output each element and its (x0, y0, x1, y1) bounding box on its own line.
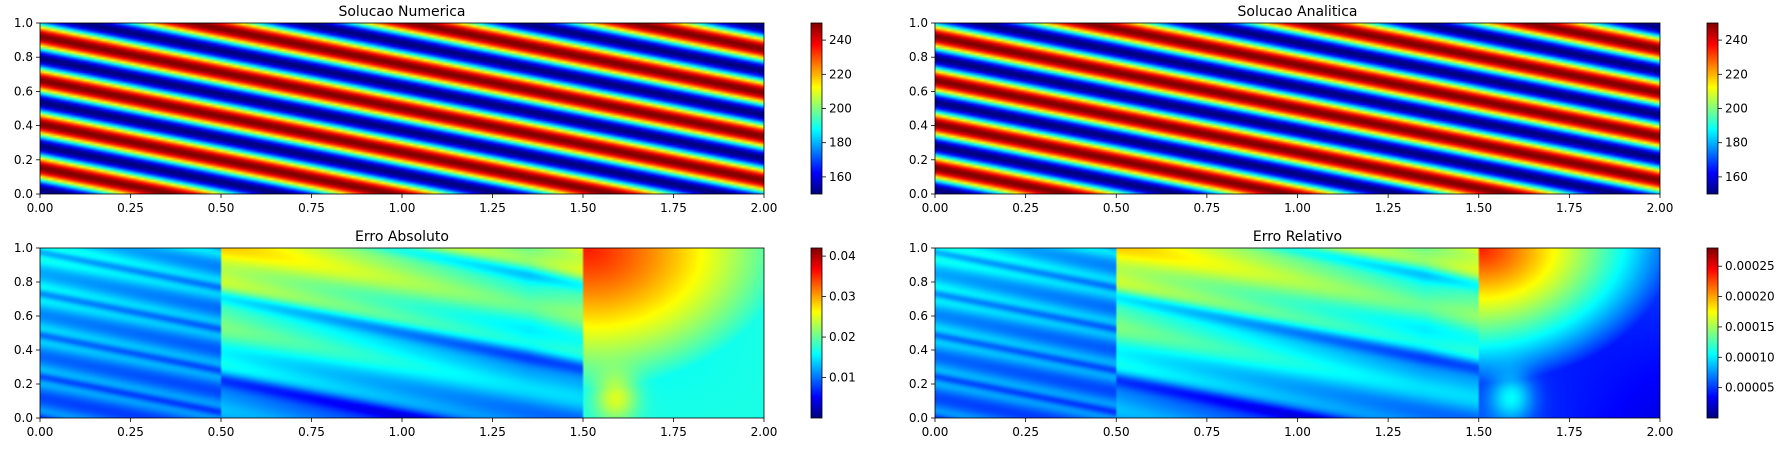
x-tick-label: 1.75 (1556, 201, 1583, 215)
x-tick-label: 2.00 (1647, 201, 1674, 215)
chart-title: Solucao Numerica (338, 4, 465, 20)
chart-title: Erro Absoluto (355, 229, 449, 245)
x-tick-label: 2.00 (751, 201, 778, 215)
colorbar-tick-label: 240 (829, 33, 852, 47)
heatmap-image (935, 248, 1660, 418)
colorbar-gradient (811, 248, 822, 418)
x-tick-label: 0.00 (27, 201, 54, 215)
colorbar-tick-label: 0.00010 (1725, 350, 1775, 364)
colorbar-tick-label: 160 (1725, 170, 1748, 184)
x-tick-label: 1.25 (479, 201, 506, 215)
x-tick-label: 0.25 (117, 425, 144, 439)
y-tick-label: 1.0 (909, 241, 928, 255)
x-tick-label: 1.25 (1375, 425, 1402, 439)
colorbar-tick-label: 180 (1725, 136, 1748, 150)
x-tick-label: 0.00 (922, 425, 949, 439)
x-tick-label: 0.50 (1103, 201, 1130, 215)
y-tick-label: 0.4 (14, 343, 33, 357)
colorbar-tick-label: 0.00005 (1725, 381, 1775, 395)
colorbar-tick-label: 160 (829, 170, 852, 184)
x-tick-label: 1.50 (1465, 425, 1492, 439)
chart-title: Erro Relativo (1253, 229, 1342, 245)
y-tick-label: 0.8 (909, 50, 928, 64)
x-tick-label: 0.25 (1012, 201, 1039, 215)
y-tick-label: 0.2 (14, 153, 33, 167)
x-tick-label: 0.50 (208, 425, 235, 439)
y-tick-label: 0.2 (909, 377, 928, 391)
y-tick-label: 0.4 (909, 119, 928, 133)
y-tick-label: 0.8 (14, 275, 33, 289)
heatmap-image (40, 23, 764, 194)
colorbar-frame (1706, 247, 1719, 419)
colorbar-tick-label: 200 (1725, 102, 1748, 116)
x-tick-label: 2.00 (751, 425, 778, 439)
colorbar-gradient (1707, 248, 1718, 418)
x-tick-label: 1.50 (570, 201, 597, 215)
y-tick-label: 0.4 (909, 343, 928, 357)
y-tick-label: 0.0 (909, 411, 928, 425)
x-tick-label: 1.50 (1465, 201, 1492, 215)
colorbar-tick-label: 0.02 (829, 330, 856, 344)
y-tick-label: 0.0 (14, 411, 33, 425)
colorbar-tick-label: 220 (1725, 67, 1748, 81)
x-tick-label: 0.75 (1194, 201, 1221, 215)
x-tick-label: 1.50 (570, 425, 597, 439)
colorbar-tick-label: 200 (829, 102, 852, 116)
colorbar-tick-label: 0.03 (829, 290, 856, 304)
y-tick-label: 0.8 (909, 275, 928, 289)
colorbar-tick-label: 180 (829, 136, 852, 150)
chart-title: Solucao Analitica (1238, 4, 1358, 20)
y-tick-label: 1.0 (14, 16, 33, 30)
y-tick-label: 0.8 (14, 50, 33, 64)
x-tick-label: 1.00 (1284, 201, 1311, 215)
x-tick-label: 0.00 (922, 201, 949, 215)
x-tick-label: 0.50 (208, 201, 235, 215)
y-tick-label: 0.2 (909, 153, 928, 167)
y-tick-label: 0.6 (909, 84, 928, 98)
colorbar-tick-label: 0.00025 (1725, 259, 1775, 273)
x-tick-label: 0.25 (1012, 425, 1039, 439)
colorbar-frame (810, 247, 823, 419)
x-tick-label: 0.75 (298, 201, 325, 215)
x-tick-label: 1.00 (1284, 425, 1311, 439)
x-tick-label: 2.00 (1647, 425, 1674, 439)
colorbar-gradient (811, 23, 822, 194)
colorbar-gradient (1707, 23, 1718, 194)
x-tick-label: 1.75 (660, 425, 687, 439)
x-tick-label: 1.75 (660, 201, 687, 215)
y-tick-label: 0.6 (14, 309, 33, 323)
x-tick-label: 0.00 (27, 425, 54, 439)
y-tick-label: 0.6 (14, 84, 33, 98)
y-tick-label: 1.0 (909, 16, 928, 30)
heatmap-image (935, 23, 1660, 194)
x-tick-label: 1.00 (389, 425, 416, 439)
colorbar-tick-label: 0.00015 (1725, 320, 1775, 334)
x-tick-label: 1.00 (389, 201, 416, 215)
y-tick-label: 0.0 (14, 187, 33, 201)
x-tick-label: 1.75 (1556, 425, 1583, 439)
y-tick-label: 0.6 (909, 309, 928, 323)
colorbar-tick-label: 0.01 (829, 371, 856, 385)
y-tick-label: 1.0 (14, 241, 33, 255)
x-tick-label: 1.25 (1375, 201, 1402, 215)
x-tick-label: 0.25 (117, 201, 144, 215)
colorbar-tick-label: 0.00020 (1725, 290, 1775, 304)
x-tick-label: 0.75 (298, 425, 325, 439)
colorbar-tick-label: 0.04 (829, 249, 856, 263)
x-tick-label: 0.50 (1103, 425, 1130, 439)
x-tick-label: 0.75 (1194, 425, 1221, 439)
x-tick-label: 1.25 (479, 425, 506, 439)
heatmap-image (40, 248, 764, 418)
y-tick-label: 0.4 (14, 119, 33, 133)
colorbar-tick-label: 240 (1725, 33, 1748, 47)
y-tick-label: 0.2 (14, 377, 33, 391)
y-tick-label: 0.0 (909, 187, 928, 201)
colorbar-tick-label: 220 (829, 67, 852, 81)
